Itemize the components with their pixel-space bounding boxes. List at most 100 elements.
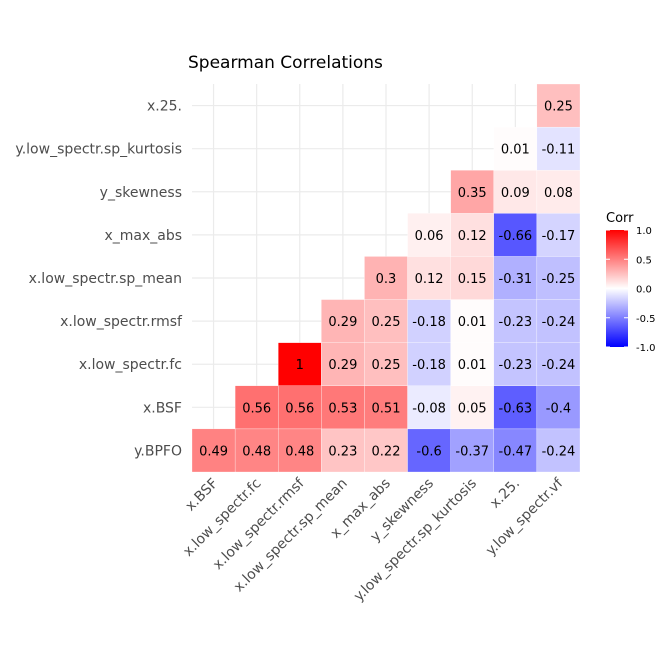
heatmap-cell	[450, 385, 494, 430]
y-tick-label: x.low_spectr.fc	[79, 357, 182, 373]
cell-value-label: 0.3	[376, 272, 397, 287]
heatmap-cell	[450, 428, 494, 473]
cell-value-label: -0.4	[546, 401, 571, 416]
heatmap-cell	[536, 126, 581, 171]
heatmap-cell	[407, 342, 451, 386]
heatmap-cell	[536, 299, 581, 343]
cell-value-label: -0.08	[412, 401, 446, 416]
cell-value-label: -0.63	[499, 401, 533, 416]
legend-ticks: 1.0 0.5 0.0 -0.5 -1.0	[606, 226, 656, 354]
heatmap-cell	[536, 83, 581, 128]
cell-value-label: 0.51	[372, 401, 401, 416]
heatmap-cell	[407, 385, 451, 430]
cell-value-label: -0.18	[412, 358, 446, 373]
legend-tick-label: -1.0	[636, 343, 656, 354]
heatmap-cell	[536, 385, 581, 430]
cell-value-label: 0.01	[458, 315, 487, 330]
cell-value-label: 0.25	[544, 100, 573, 115]
heatmap-cell	[407, 428, 451, 473]
legend-tick-label: -0.5	[636, 314, 656, 325]
x-tick-label: x.low_spectr.fc	[180, 476, 264, 560]
heatmap-cell	[234, 428, 279, 473]
cell-value-label: 0.06	[415, 229, 444, 244]
cell-value-label: -0.24	[542, 358, 576, 373]
cell-value-label: 0.25	[372, 315, 401, 330]
heatmap-cell	[407, 299, 451, 343]
y-tick-label: x.25.	[147, 99, 182, 115]
cell-value-label: -0.17	[542, 229, 576, 244]
cell-value-label: 0.08	[544, 186, 573, 201]
heatmap-cell	[450, 256, 494, 300]
heatmap-cell	[493, 126, 538, 171]
cell-value-label: 0.35	[458, 186, 487, 201]
y-tick-label: y.low_spectr.sp_kurtosis	[15, 142, 182, 158]
y-tick-label: x_max_abs	[104, 228, 182, 244]
legend-tick-label: 0.0	[636, 285, 652, 296]
cell-value-label: 0.05	[458, 401, 487, 416]
cell-value-label: 0.01	[501, 143, 530, 158]
heatmap-cell	[450, 170, 494, 214]
heatmap-cell	[234, 385, 279, 430]
x-axis-labels: x.BSFx.low_spectr.fcx.low_spectr.rmsfx.l…	[180, 475, 567, 605]
x-tick-label: x.BSF	[182, 476, 221, 515]
heatmap-cell	[364, 342, 408, 386]
heatmap-cell	[278, 428, 322, 473]
cell-value-label: 0.01	[458, 358, 487, 373]
heatmap-cell	[364, 256, 408, 300]
cell-value-label: -0.25	[542, 272, 576, 287]
cell-value-label: -0.24	[542, 444, 576, 459]
x-tick-label: x.25.	[487, 476, 523, 512]
heatmap-cell	[493, 256, 538, 300]
color-legend: Corr 1.0 0.5 0.0 -0.5 -1.0	[606, 211, 656, 354]
heatmap-cell	[536, 170, 581, 214]
cell-value-label: 0.48	[285, 444, 314, 459]
heatmap-cell	[493, 428, 538, 473]
cell-value-label: -0.37	[455, 444, 489, 459]
y-tick-label: x.low_spectr.sp_mean	[29, 271, 182, 287]
heatmap-cell	[493, 342, 538, 386]
cell-value-label: -0.23	[499, 358, 533, 373]
heatmap-cell	[364, 385, 408, 430]
cell-value-label: 0.12	[458, 229, 487, 244]
heatmap-cell	[407, 256, 451, 300]
heatmap-cell	[278, 385, 322, 430]
cell-value-label: 0.22	[372, 444, 401, 459]
heatmap-cell	[321, 299, 365, 343]
legend-tick-label: 1.0	[636, 226, 652, 237]
cell-value-label: 0.48	[242, 444, 271, 459]
cell-value-label: -0.23	[499, 315, 533, 330]
cell-value-label: 0.23	[328, 444, 357, 459]
legend-title: Corr	[606, 211, 634, 226]
x-tick-label: y.low_spectr.vf	[483, 475, 567, 559]
cell-value-label: -0.18	[412, 315, 446, 330]
y-axis-labels: y.BPFO x.BSF x.low_spectr.fc x.low_spectr.r…	[15, 99, 183, 460]
legend-tick-label: 0.5	[636, 255, 652, 266]
y-tick-label: y.BPFO	[134, 443, 182, 459]
chart-title: Spearman Correlations	[188, 53, 383, 73]
y-tick-label: y_skewness	[100, 185, 182, 201]
heatmap-cell	[493, 170, 538, 214]
heatmap-cell	[536, 213, 581, 257]
cell-value-label: 0.56	[285, 401, 314, 416]
cell-value-label: 0.25	[372, 358, 401, 373]
cell-value-label: 0.12	[415, 272, 444, 287]
heatmap-cell	[493, 385, 538, 430]
heatmap-cell	[450, 213, 494, 257]
cell-value-label: 0.29	[328, 358, 357, 373]
y-tick-label: x.low_spectr.rmsf	[60, 314, 183, 330]
cell-value-label: 0.15	[458, 272, 487, 287]
cell-value-label: 0.29	[328, 315, 357, 330]
cell-value-label: -0.47	[499, 444, 533, 459]
legend-colorbar	[606, 230, 628, 347]
heatmap-cells: 0.49 0.48 0.48 0.23 0.22 -0.6 -0.37 -0.47 -0.24 0…	[191, 83, 581, 473]
cell-value-label: 0.49	[199, 444, 228, 459]
cell-value-label: -0.66	[499, 229, 533, 244]
heatmap-cell	[493, 299, 538, 343]
cell-value-label: -0.11	[542, 143, 576, 158]
cell-value-label: 1	[296, 358, 304, 373]
heatmap-cell	[450, 342, 494, 386]
cell-value-label: -0.24	[542, 315, 576, 330]
y-tick-label: x.BSF	[143, 400, 182, 416]
cell-value-label: 0.09	[501, 186, 530, 201]
